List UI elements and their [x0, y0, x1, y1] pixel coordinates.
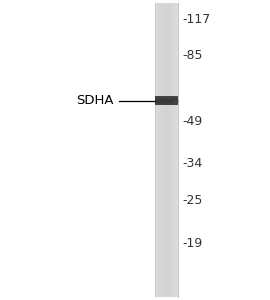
Bar — [176, 3, 177, 297]
Bar — [161, 3, 162, 297]
Bar — [168, 3, 169, 297]
Text: -25: -25 — [182, 194, 202, 208]
Bar — [163, 3, 164, 297]
Bar — [154, 97, 178, 98]
Text: -49: -49 — [182, 115, 202, 128]
Bar — [171, 3, 172, 297]
Bar — [154, 99, 178, 100]
Bar — [166, 3, 167, 297]
Bar — [158, 3, 159, 297]
Bar — [177, 3, 178, 297]
Bar — [154, 96, 178, 97]
Bar — [154, 102, 178, 103]
Bar — [154, 101, 178, 102]
Bar — [170, 3, 171, 297]
Bar — [157, 3, 158, 297]
Bar — [154, 103, 178, 104]
Bar — [156, 3, 157, 297]
Bar — [154, 100, 178, 101]
Bar — [162, 3, 163, 297]
Text: -34: -34 — [182, 157, 202, 170]
Bar — [173, 3, 174, 297]
Text: -19: -19 — [182, 236, 202, 250]
Bar — [154, 104, 178, 105]
Bar — [159, 3, 160, 297]
Bar — [154, 98, 178, 99]
Bar — [164, 3, 165, 297]
Text: SDHA: SDHA — [76, 94, 113, 107]
Text: -117: -117 — [182, 13, 211, 26]
Bar — [175, 3, 176, 297]
Bar — [155, 3, 156, 297]
Bar — [167, 3, 168, 297]
Bar — [169, 3, 170, 297]
Bar — [172, 3, 173, 297]
Text: -85: -85 — [182, 49, 203, 62]
Bar — [154, 3, 155, 297]
Bar — [165, 3, 166, 297]
Bar — [174, 3, 175, 297]
Bar — [160, 3, 161, 297]
